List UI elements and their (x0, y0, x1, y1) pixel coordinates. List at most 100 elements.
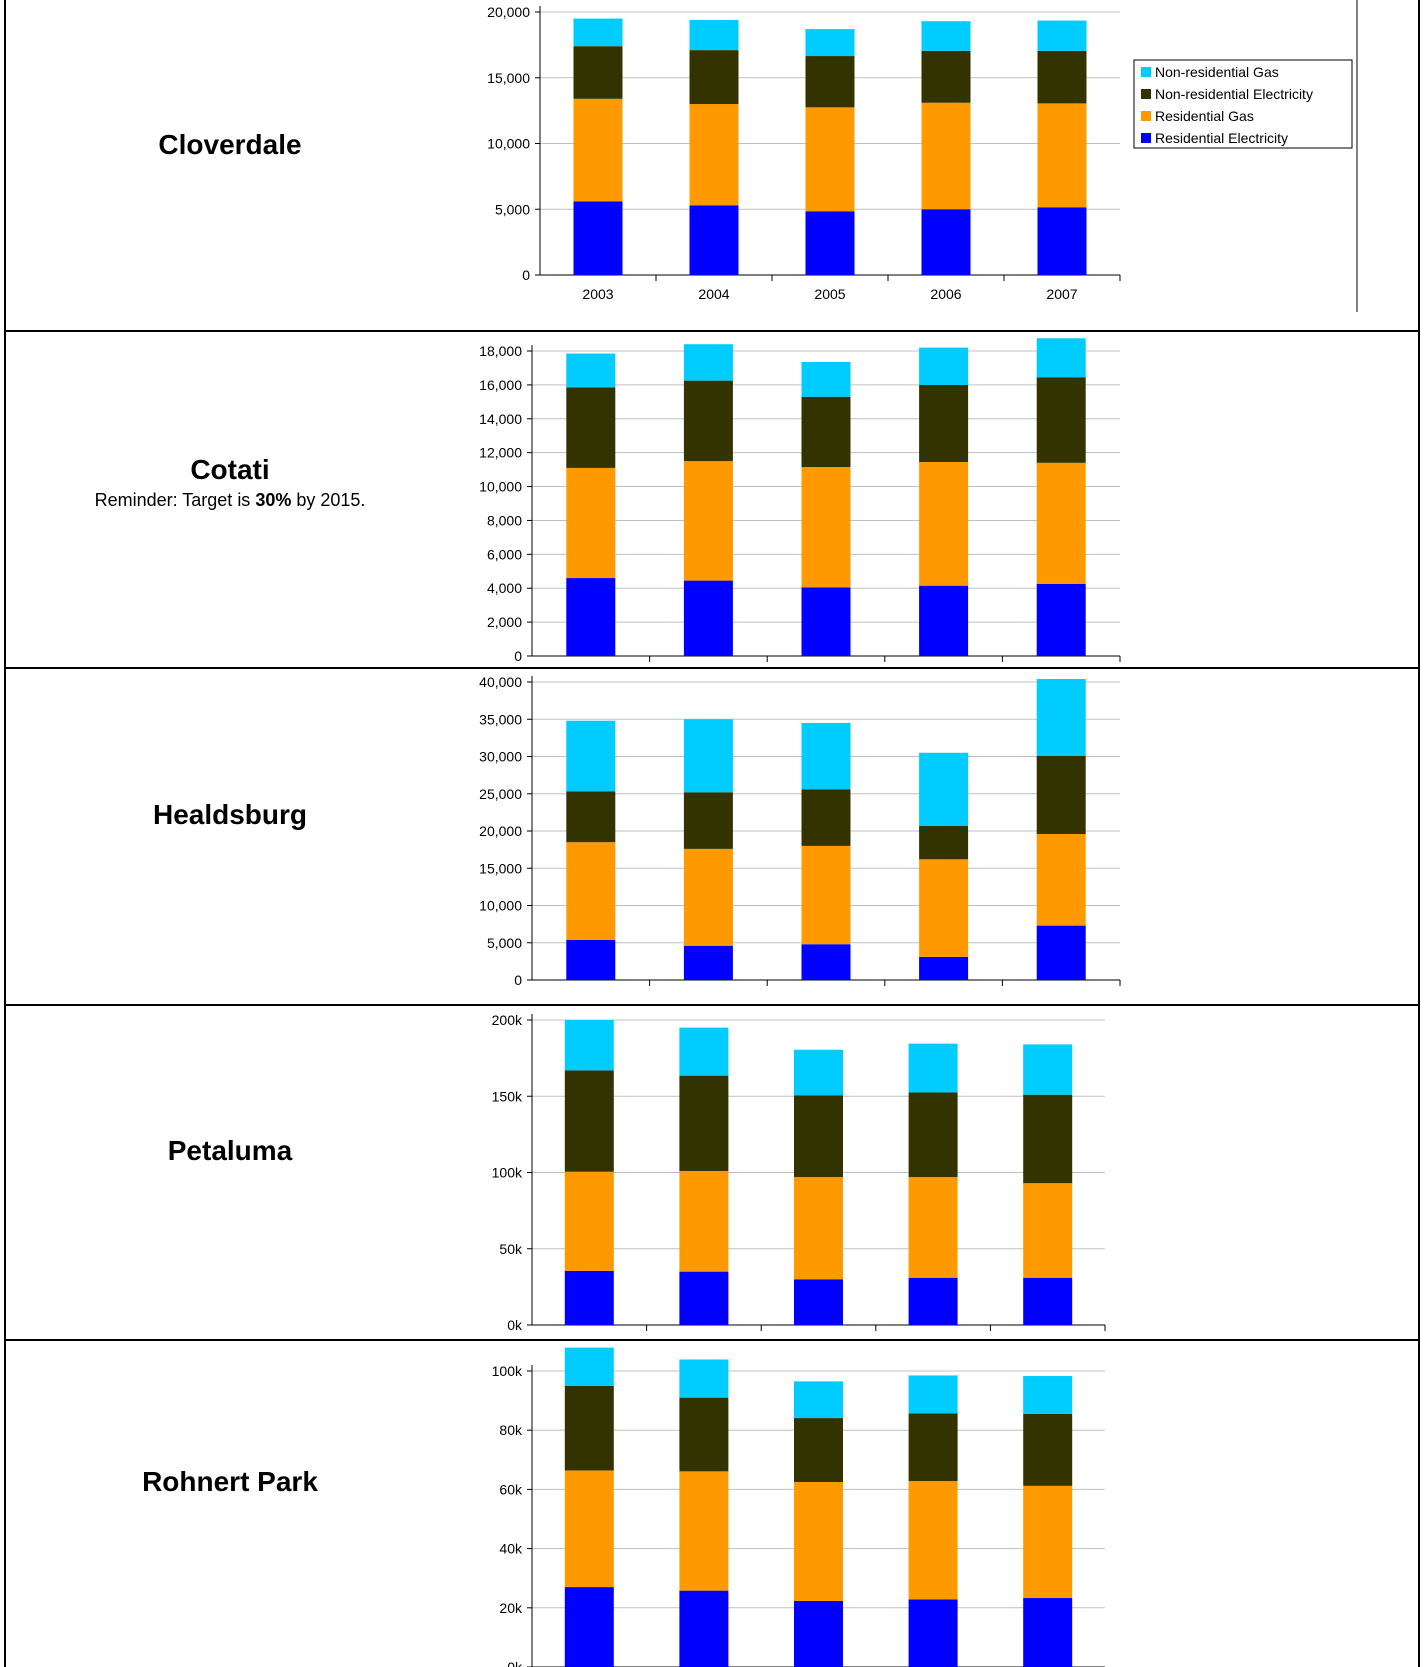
bar-segment (689, 19, 739, 51)
bar-segment (908, 1375, 958, 1414)
legend-label: Residential Electricity (1155, 130, 1288, 146)
bar-segment (689, 50, 739, 105)
city-name: Rohnert Park (142, 1466, 318, 1497)
bar-segment (805, 56, 855, 108)
bar-segment (801, 845, 851, 945)
y-tick-label: 25,000 (479, 786, 522, 802)
bar-segment (564, 1470, 614, 1588)
y-tick-label: 6,000 (487, 546, 522, 562)
y-tick-label: 16,000 (479, 377, 522, 393)
x-tick-label: 2004 (698, 286, 729, 302)
bar-segment (794, 1049, 843, 1096)
bar-segment (919, 384, 969, 462)
y-tick-label: 0 (522, 267, 530, 283)
bar-segment (794, 1279, 843, 1325)
bar-segment (1023, 1183, 1073, 1278)
y-tick-label: 15,000 (487, 70, 530, 86)
bar-segment (1036, 377, 1086, 463)
bar-segment (683, 380, 733, 462)
bar-segment (679, 1471, 729, 1591)
y-tick-label: 0 (514, 972, 522, 988)
bar-segment (564, 1347, 614, 1386)
bar-segment (566, 467, 616, 579)
bar-segment (1037, 50, 1087, 104)
city-name: Cotati (190, 454, 270, 485)
city-label-block: Rohnert Park (0, 1466, 460, 1498)
target-reminder: Reminder: Target is 30% by 2015. (0, 490, 460, 511)
legend-swatch (1141, 133, 1151, 143)
y-tick-label: 14,000 (479, 411, 522, 427)
bar-segment (794, 1600, 843, 1667)
reminder-text-post: by 2015. (291, 490, 366, 510)
bar-segment (1037, 20, 1087, 51)
bar-segment (573, 46, 623, 99)
bar-segment (805, 211, 855, 275)
legend-label: Non-residential Gas (1155, 64, 1279, 80)
bar-segment (1036, 925, 1086, 980)
bar-segment (1036, 583, 1086, 656)
bar-segment (566, 720, 616, 792)
y-tick-label: 15,000 (479, 860, 522, 876)
bar-segment (908, 1043, 958, 1093)
bar-segment (921, 21, 971, 51)
bar-segment (564, 1020, 614, 1071)
city-name: Petaluma (167, 1135, 293, 1166)
y-tick-label: 4,000 (487, 580, 522, 596)
y-tick-label: 20,000 (479, 823, 522, 839)
bar-segment (1036, 462, 1086, 584)
bar-segment (566, 353, 616, 388)
bar-segment (1036, 755, 1086, 834)
bar-segment (919, 956, 969, 980)
y-tick-label: 0k (507, 1317, 523, 1333)
bar-segment (683, 792, 733, 849)
bar-segment (919, 585, 969, 656)
bar-segment (683, 580, 733, 656)
y-tick-label: 10,000 (479, 479, 522, 495)
bar-segment (919, 825, 969, 860)
y-tick-label: 40k (499, 1541, 523, 1557)
bar-segment (919, 347, 969, 385)
y-tick-label: 10,000 (487, 136, 530, 152)
bar-segment (801, 362, 851, 397)
bar-segment (1023, 1598, 1073, 1667)
y-tick-label: 20,000 (487, 4, 530, 20)
bar-segment (908, 1277, 958, 1325)
y-tick-label: 100k (492, 1165, 523, 1181)
y-tick-label: 20k (499, 1600, 523, 1616)
legend-swatch (1141, 67, 1151, 77)
bar-segment (921, 102, 971, 210)
bar-segment (805, 29, 855, 57)
bar-segment (801, 467, 851, 588)
bar-segment (566, 578, 616, 656)
bar-segment (919, 461, 969, 586)
y-tick-label: 40,000 (479, 674, 522, 690)
bar-segment (679, 1397, 729, 1472)
bar-segment (566, 791, 616, 843)
bar-segment (679, 1027, 729, 1076)
y-tick-label: 150k (492, 1088, 523, 1104)
bar-segment (679, 1271, 729, 1325)
bar-segment (573, 98, 623, 202)
bar-segment (921, 209, 971, 275)
bar-segment (908, 1092, 958, 1178)
y-tick-label: 12,000 (479, 445, 522, 461)
bar-segment (801, 396, 851, 468)
city-label-block: Healdsburg (0, 799, 460, 831)
bar-segment (921, 50, 971, 103)
bar-segment (683, 344, 733, 381)
bar-segment (801, 587, 851, 656)
y-tick-label: 0 (514, 648, 522, 664)
bar-segment (573, 201, 623, 275)
y-tick-label: 200k (492, 1012, 523, 1028)
bar-segment (794, 1381, 843, 1419)
city-label-block: Petaluma (0, 1135, 460, 1167)
chart-legend: Non-residential Gas Non-residential Elect… (1133, 59, 1353, 149)
reminder-text-pre: Reminder: Target is (94, 490, 256, 510)
bar-segment (1023, 1485, 1073, 1599)
y-tick-label: 5,000 (487, 935, 522, 951)
legend-label: Non-residential Electricity (1155, 86, 1313, 102)
bar-segment (679, 1170, 729, 1272)
bar-segment (689, 104, 739, 206)
